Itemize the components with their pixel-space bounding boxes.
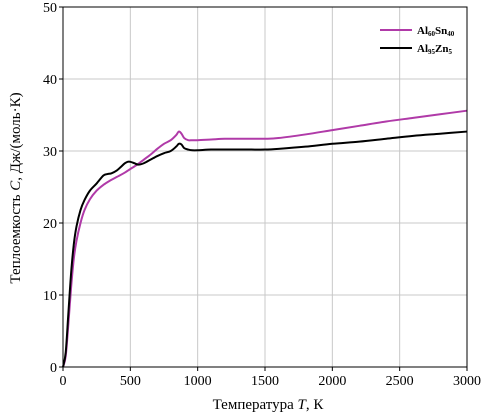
y-axis-ticks: 0 10 20 30 40 50: [43, 1, 63, 376]
series-layer: [62, 109, 468, 368]
x-tick-label: 2500: [386, 374, 414, 389]
y-tick-label: 10: [43, 289, 57, 304]
y-axis-label: Теплоемкость C, Дж/(моль·К): [8, 92, 24, 283]
grid: [63, 7, 467, 367]
x-tick-label: 500: [120, 374, 141, 389]
x-axis-ticks: 0 500 1000 1500 2000 2500 3000: [60, 367, 481, 389]
x-tick-label: 1500: [251, 374, 279, 389]
x-axis-label: Температура T, К: [213, 397, 325, 413]
legend-label-al60sn40: Al60Sn40: [417, 25, 455, 38]
y-tick-label: 40: [43, 73, 57, 88]
series-line-al60sn40: [62, 109, 468, 368]
legend-label-al95zn5: Al95Zn5: [417, 43, 452, 56]
legend: Al60Sn40 Al95Zn5: [380, 25, 455, 56]
y-tick-label: 30: [43, 145, 57, 160]
y-tick-label: 0: [50, 361, 57, 376]
x-tick-label: 3000: [453, 374, 481, 389]
x-tick-label: 2000: [318, 374, 346, 389]
x-tick-label: 0: [60, 374, 67, 389]
y-tick-label: 50: [43, 1, 57, 16]
x-tick-label: 1000: [184, 374, 212, 389]
y-tick-label: 20: [43, 217, 57, 232]
series-line-al95zn5: [62, 130, 468, 368]
